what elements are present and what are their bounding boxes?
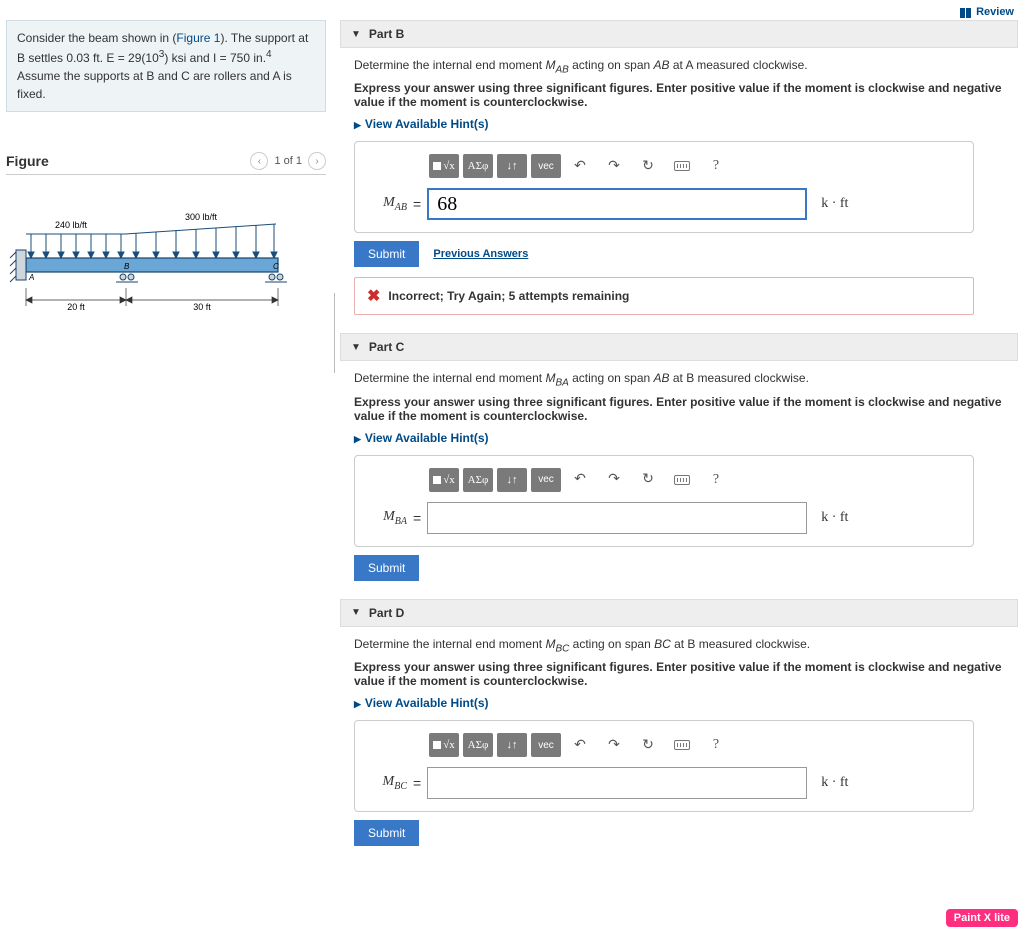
reset-button[interactable]: ↻ (633, 733, 663, 757)
svg-text:B: B (124, 262, 130, 271)
keyboard-icon (674, 475, 690, 485)
svg-text:300 lb/ft: 300 lb/ft (185, 212, 218, 222)
problem-statement: Consider the beam shown in (Figure 1). T… (6, 20, 326, 112)
part-d-variable: MBC (367, 774, 407, 792)
part-c-hints[interactable]: ▶View Available Hint(s) (354, 431, 1004, 445)
figure-pager-label: 1 of 1 (274, 155, 302, 167)
undo-button[interactable]: ↶ (565, 468, 595, 492)
part-d-title: Part D (369, 606, 404, 620)
svg-text:20 ft: 20 ft (67, 302, 85, 312)
templates-button[interactable]: √x (429, 733, 459, 757)
greek-button[interactable]: ΑΣφ (463, 154, 493, 178)
keyboard-button[interactable] (667, 468, 697, 492)
undo-button[interactable]: ↶ (565, 733, 595, 757)
part-d-hints[interactable]: ▶View Available Hint(s) (354, 696, 1004, 710)
part-b-variable: MAB (367, 195, 407, 213)
part-d-submit-button[interactable]: Submit (354, 820, 419, 846)
svg-text:C: C (273, 262, 279, 271)
vec-button[interactable]: vec (531, 154, 561, 178)
svg-text:A: A (28, 273, 34, 282)
keyboard-button[interactable] (667, 733, 697, 757)
redo-button[interactable]: ↷ (599, 733, 629, 757)
greek-button[interactable]: ΑΣφ (463, 733, 493, 757)
figure-title: Figure (6, 153, 49, 169)
unit-label: k · ft (821, 196, 848, 212)
part-c-variable: MBA (367, 509, 407, 527)
review-link[interactable]: Review (976, 6, 1014, 18)
reset-button[interactable]: ↻ (633, 468, 663, 492)
part-b-feedback: ✖ Incorrect; Try Again; 5 attempts remai… (354, 277, 974, 315)
help-button[interactable]: ? (701, 468, 731, 492)
keyboard-icon (674, 740, 690, 750)
part-d-instructions: Express your answer using three signific… (354, 660, 1004, 688)
svg-text:240 lb/ft: 240 lb/ft (55, 220, 88, 230)
chevron-down-icon: ▼ (351, 607, 361, 618)
chevron-down-icon: ▼ (351, 342, 361, 353)
part-c-submit-button[interactable]: Submit (354, 555, 419, 581)
part-b-submit-button[interactable]: Submit (354, 241, 419, 267)
figure-link[interactable]: Figure 1 (176, 31, 220, 45)
svg-text:30 ft: 30 ft (193, 302, 211, 312)
incorrect-icon: ✖ (367, 286, 380, 306)
templates-button[interactable]: √x (429, 154, 459, 178)
vec-button[interactable]: vec (531, 733, 561, 757)
review-icon (959, 7, 971, 17)
part-c-prompt: Determine the internal end moment MBA ac… (354, 371, 1004, 388)
redo-button[interactable]: ↷ (599, 468, 629, 492)
part-c-header[interactable]: ▼ Part C (340, 333, 1018, 361)
undo-button[interactable]: ↶ (565, 154, 595, 178)
figure-next-button[interactable]: › (308, 152, 326, 170)
help-button[interactable]: ? (701, 733, 731, 757)
part-b-hints[interactable]: ▶View Available Hint(s) (354, 117, 1004, 131)
subscript-button[interactable]: ↓↑ (497, 154, 527, 178)
equation-toolbar: √x ΑΣφ ↓↑ vec ↶ ↷ ↻ ? (429, 154, 961, 178)
watermark: Paint X lite (946, 909, 1018, 927)
part-b-header[interactable]: ▼ Part B (340, 20, 1018, 48)
part-c-title: Part C (369, 340, 404, 354)
help-button[interactable]: ? (701, 154, 731, 178)
part-c-instructions: Express your answer using three signific… (354, 395, 1004, 423)
part-d-prompt: Determine the internal end moment MBC ac… (354, 637, 1004, 654)
greek-button[interactable]: ΑΣφ (463, 468, 493, 492)
part-b-prompt: Determine the internal end moment MAB ac… (354, 58, 1004, 75)
part-d-header[interactable]: ▼ Part D (340, 599, 1018, 627)
part-b-title: Part B (369, 27, 404, 41)
chevron-down-icon: ▼ (351, 29, 361, 40)
unit-label: k · ft (821, 775, 848, 791)
subscript-button[interactable]: ↓↑ (497, 733, 527, 757)
part-d-answer-input[interactable] (427, 767, 807, 799)
part-b-instructions: Express your answer using three signific… (354, 81, 1004, 109)
keyboard-icon (674, 161, 690, 171)
figure-prev-button[interactable]: ‹ (250, 152, 268, 170)
part-b-previous-answers[interactable]: Previous Answers (433, 248, 528, 260)
unit-label: k · ft (821, 510, 848, 526)
templates-button[interactable]: √x (429, 468, 459, 492)
vec-button[interactable]: vec (531, 468, 561, 492)
reset-button[interactable]: ↻ (633, 154, 663, 178)
part-b-answer-input[interactable] (427, 188, 807, 220)
part-c-answer-input[interactable] (427, 502, 807, 534)
redo-button[interactable]: ↷ (599, 154, 629, 178)
keyboard-button[interactable] (667, 154, 697, 178)
subscript-button[interactable]: ↓↑ (497, 468, 527, 492)
figure-diagram: 240 lb/ft 300 lb/ft (6, 210, 326, 333)
